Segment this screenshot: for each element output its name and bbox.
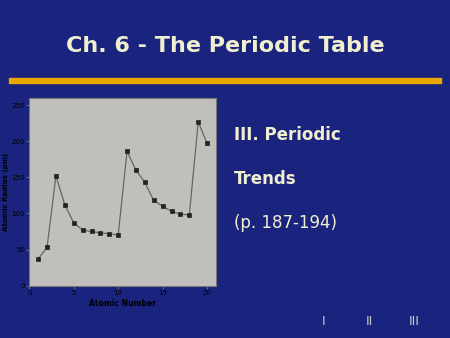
Text: II: II [365,315,373,328]
Text: Ch. 6 - The Periodic Table: Ch. 6 - The Periodic Table [66,35,384,56]
Text: Trends: Trends [234,170,297,188]
Text: III: III [409,315,419,328]
Text: (p. 187-194): (p. 187-194) [234,214,337,232]
Y-axis label: Atomic Radius (pm): Atomic Radius (pm) [3,153,9,231]
Text: I: I [322,315,326,328]
X-axis label: Atomic Number: Atomic Number [89,298,156,308]
Text: III. Periodic: III. Periodic [234,126,341,144]
